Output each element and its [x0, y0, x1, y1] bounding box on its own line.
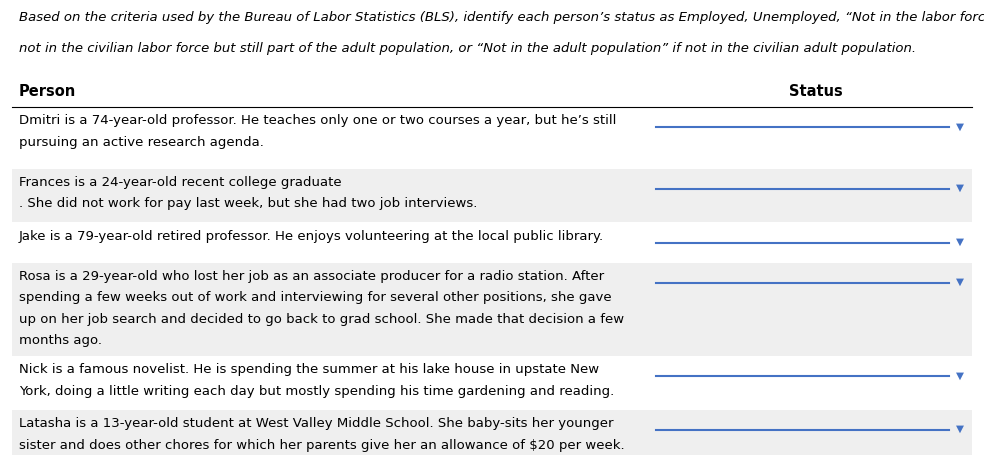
- Text: pursuing an active research agenda.: pursuing an active research agenda.: [19, 136, 264, 149]
- Text: Person: Person: [19, 84, 76, 99]
- Text: Status: Status: [789, 84, 843, 99]
- Text: . She did not work for pay last week, but she had two job interviews.: . She did not work for pay last week, bu…: [19, 197, 477, 210]
- Text: ▼: ▼: [956, 236, 964, 246]
- Text: Latasha is a 13-year-old student at West Valley Middle School. She baby-sits her: Latasha is a 13-year-old student at West…: [19, 416, 613, 430]
- Text: ▼: ▼: [956, 369, 964, 379]
- Text: up on her job search and decided to go back to grad school. She made that decisi: up on her job search and decided to go b…: [19, 312, 624, 325]
- Text: sister and does other chores for which her parents give her an allowance of $20 : sister and does other chores for which h…: [19, 438, 624, 451]
- Text: ▼: ▼: [956, 276, 964, 286]
- Text: Dmitri is a 74-year-old professor. He teaches only one or two courses a year, bu: Dmitri is a 74-year-old professor. He te…: [19, 114, 616, 127]
- Bar: [12, 263, 972, 356]
- Text: Nick is a famous novelist. He is spending the summer at his lake house in upstat: Nick is a famous novelist. He is spendin…: [19, 363, 599, 376]
- Text: spending a few weeks out of work and interviewing for several other positions, s: spending a few weeks out of work and int…: [19, 291, 611, 304]
- Text: Rosa is a 29-year-old who lost her job as an associate producer for a radio stat: Rosa is a 29-year-old who lost her job a…: [19, 269, 604, 283]
- Bar: [12, 169, 972, 223]
- Text: ▼: ▼: [956, 423, 964, 433]
- Bar: [12, 410, 972, 455]
- Text: Jake is a 79-year-old retired professor. He enjoys volunteering at the local pub: Jake is a 79-year-old retired professor.…: [19, 229, 604, 243]
- Text: York, doing a little writing each day but mostly spending his time gardening and: York, doing a little writing each day bu…: [19, 384, 614, 397]
- Text: not in the civilian labor force but still part of the adult population, or “Not : not in the civilian labor force but stil…: [19, 42, 916, 56]
- Text: Based on the criteria used by the Bureau of Labor Statistics (BLS), identify eac: Based on the criteria used by the Bureau…: [19, 11, 984, 25]
- Text: ▼: ▼: [956, 182, 964, 192]
- Text: months ago.: months ago.: [19, 334, 101, 347]
- Text: Frances is a 24-year-old recent college graduate: Frances is a 24-year-old recent college …: [19, 176, 341, 189]
- Text: ▼: ▼: [956, 121, 964, 131]
